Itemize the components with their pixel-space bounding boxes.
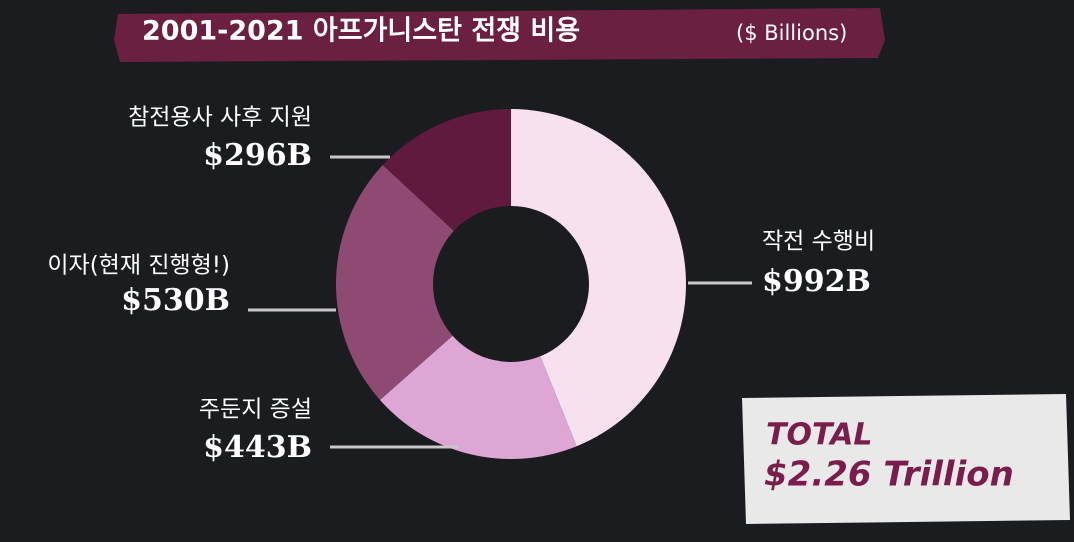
donut-slice — [335, 164, 454, 400]
slice-value-label: $296B — [203, 138, 312, 173]
slice-name: 참전용사 사후 지원 — [128, 105, 312, 131]
donut-slice — [382, 109, 511, 231]
slice-value-label: $443B — [203, 430, 312, 465]
slice-name: 이자(현재 진행형!) — [47, 253, 230, 279]
total-label: TOTAL — [766, 418, 872, 453]
slice-value-label: $530B — [121, 283, 230, 318]
chart-unit: ($ Billions) — [736, 21, 847, 45]
chart-title: 2001-2021 아프가니스탄 전쟁 비용 — [142, 16, 580, 47]
slice-name: 작전 수행비 — [762, 229, 875, 255]
total-box — [742, 394, 1070, 524]
slice-value-label: $992B — [762, 264, 871, 299]
total-value: $2.26 Trillion — [764, 455, 1014, 495]
donut-slice — [511, 109, 686, 447]
donut-slice — [379, 335, 577, 459]
title-banner — [114, 8, 885, 62]
slice-name: 주둔지 증설 — [199, 397, 312, 423]
